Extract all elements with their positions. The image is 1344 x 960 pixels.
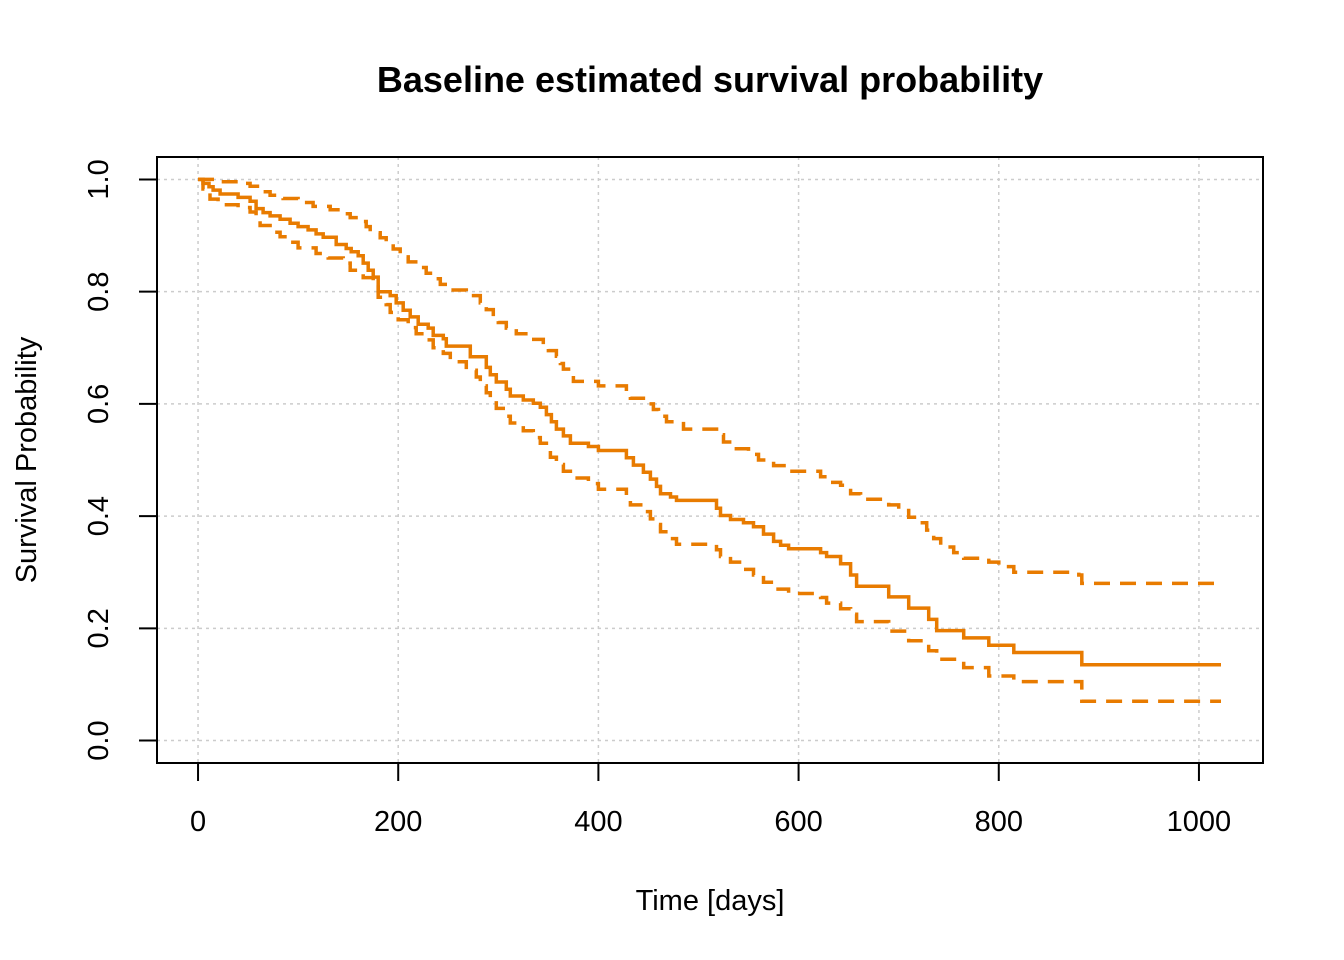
chart-title: Baseline estimated survival probability bbox=[377, 59, 1043, 100]
lower-confidence-line bbox=[198, 177, 1221, 704]
x-tick-label-3: 600 bbox=[774, 806, 822, 838]
y-axis-label: Survival Probability bbox=[11, 336, 43, 583]
y-tick-label-1: 0.2 bbox=[83, 608, 115, 648]
grid bbox=[157, 157, 1263, 763]
y-tick-label-5: 1.0 bbox=[83, 159, 115, 199]
x-tick-label-2: 400 bbox=[574, 806, 622, 838]
survival-estimate-line bbox=[198, 177, 1221, 667]
upper-confidence-line bbox=[198, 177, 1221, 586]
x-tick-label-0: 0 bbox=[190, 806, 206, 838]
x-tick-label-1: 200 bbox=[374, 806, 422, 838]
x-tick-label-4: 800 bbox=[975, 806, 1023, 838]
series-lines bbox=[198, 177, 1221, 704]
y-axis: 0.0 0.2 0.4 0.6 0.8 1.0 bbox=[83, 159, 158, 761]
y-tick-label-4: 0.8 bbox=[83, 272, 115, 312]
x-axis-label: Time [days] bbox=[636, 885, 785, 917]
y-tick-label-3: 0.6 bbox=[83, 384, 115, 424]
x-tick-label-5: 1000 bbox=[1167, 806, 1232, 838]
y-tick-label-2: 0.4 bbox=[83, 496, 115, 536]
y-tick-label-0: 0.0 bbox=[83, 720, 115, 760]
x-axis: 0 200 400 600 800 1000 bbox=[190, 762, 1232, 838]
